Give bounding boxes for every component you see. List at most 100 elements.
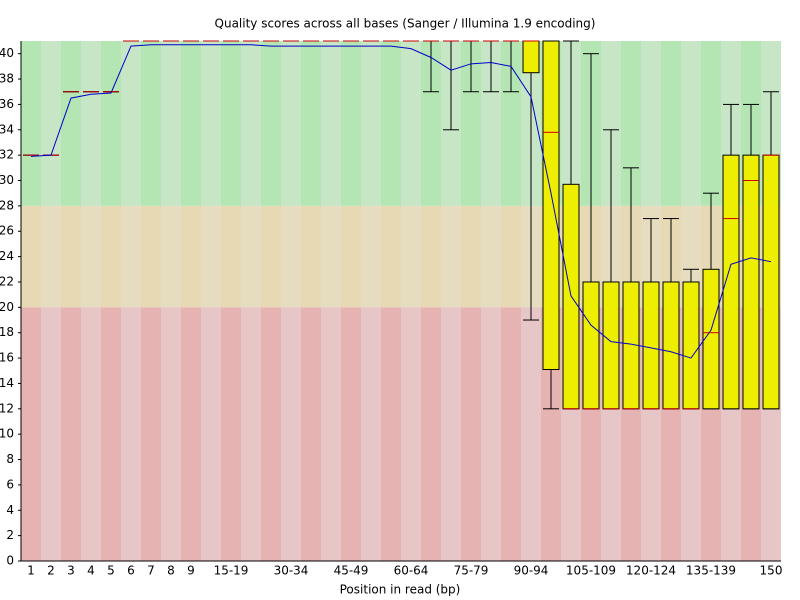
quality-zone [481, 205, 501, 308]
box [602, 281, 620, 410]
quality-zone [421, 307, 441, 561]
quality-zone [241, 205, 261, 308]
quality-zone [441, 205, 461, 308]
quality-zone [21, 41, 41, 206]
quality-zone [261, 41, 281, 206]
quality-zone [321, 307, 341, 561]
quality-zone [221, 307, 241, 561]
quality-zone [401, 41, 421, 206]
quality-zone [21, 205, 41, 308]
y-tick-label: 0 [6, 554, 14, 568]
y-tick-label: 14 [0, 376, 14, 390]
quality-zone [321, 205, 341, 308]
x-tick-label: 5 [107, 564, 115, 578]
quality-zone [181, 307, 201, 561]
quality-zone [301, 205, 321, 308]
y-tick-label: 18 [0, 325, 14, 339]
box [762, 154, 780, 410]
quality-zone [121, 205, 141, 308]
y-tick-label: 40 [0, 46, 14, 60]
quality-zone [161, 205, 181, 308]
x-tick-label: 60-64 [394, 564, 429, 578]
x-tick-label: 6 [127, 564, 135, 578]
quality-zone [221, 205, 241, 308]
x-tick-label: 75-79 [454, 564, 489, 578]
y-tick-label: 26 [0, 224, 14, 238]
quality-zone [521, 307, 541, 561]
x-tick-label: 105-109 [566, 564, 616, 578]
x-tick-label: 8 [167, 564, 175, 578]
y-tick-label: 24 [0, 249, 14, 263]
quality-zone [61, 205, 81, 308]
quality-zone [161, 41, 181, 206]
quality-zone [681, 41, 701, 206]
quality-zone [341, 41, 361, 206]
quality-zone [341, 307, 361, 561]
y-tick-label: 28 [0, 198, 14, 212]
quality-zone [421, 205, 441, 308]
x-tick-label: 120-124 [626, 564, 676, 578]
y-tick-label: 20 [0, 300, 14, 314]
y-tick-label: 36 [0, 97, 14, 111]
box [682, 281, 700, 410]
y-tick-label: 8 [6, 452, 14, 466]
y-tick-label: 16 [0, 351, 14, 365]
quality-zone [121, 307, 141, 561]
quality-zone [281, 205, 301, 308]
quality-zone [481, 41, 501, 206]
x-tick-label: 2 [47, 564, 55, 578]
quality-zone [261, 205, 281, 308]
quality-zone [241, 307, 261, 561]
quality-zone [361, 41, 381, 206]
quality-zone [461, 307, 481, 561]
x-tick-label: 135-139 [686, 564, 736, 578]
quality-zone [21, 307, 41, 561]
x-tick-label: 1 [27, 564, 35, 578]
y-tick-label: 34 [0, 122, 14, 136]
quality-zone [621, 41, 641, 206]
quality-zone [281, 41, 301, 206]
quality-zone [41, 307, 61, 561]
y-tick-label: 2 [6, 528, 14, 542]
quality-zone [101, 205, 121, 308]
quality-zone [141, 41, 161, 206]
y-tick-label: 4 [6, 503, 14, 517]
quality-zone [361, 205, 381, 308]
quality-zone [341, 205, 361, 308]
quality-zone [421, 41, 441, 206]
box [542, 40, 560, 370]
quality-zone [361, 307, 381, 561]
y-tick-label: 6 [6, 477, 14, 491]
quality-zone [461, 205, 481, 308]
quality-zone [381, 307, 401, 561]
quality-zone [321, 41, 341, 206]
y-tick-label: 12 [0, 401, 14, 415]
quality-zone [701, 41, 721, 206]
y-tick-label: 10 [0, 427, 14, 441]
box [582, 281, 600, 410]
quality-zone [641, 41, 661, 206]
quality-zone [221, 41, 241, 206]
quality-zone [181, 41, 201, 206]
quality-zone [201, 307, 221, 561]
quality-zone [301, 307, 321, 561]
quality-zone [501, 307, 521, 561]
quality-zone [381, 41, 401, 206]
quality-zone [61, 307, 81, 561]
quality-zone [661, 41, 681, 206]
x-tick-label: 9 [187, 564, 195, 578]
quality-zone [41, 205, 61, 308]
x-tick-label: 4 [87, 564, 95, 578]
quality-zone [281, 307, 301, 561]
quality-zone [41, 41, 61, 206]
box [642, 281, 660, 410]
quality-zone [201, 205, 221, 308]
quality-zone [381, 205, 401, 308]
quality-zone [81, 307, 101, 561]
quality-zone [121, 41, 141, 206]
quality-zone [461, 41, 481, 206]
quality-zone [301, 41, 321, 206]
quality-zone [141, 307, 161, 561]
quality-zone [81, 205, 101, 308]
x-tick-label: 150 [760, 564, 783, 578]
